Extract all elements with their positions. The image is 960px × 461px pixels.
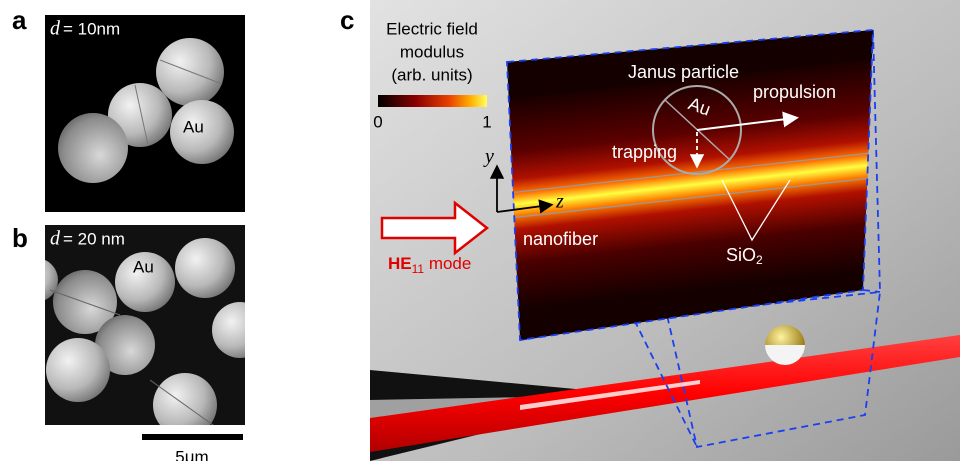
panel-label: c: [340, 5, 354, 35]
d-symbol: d: [50, 18, 61, 40]
figure: a d = 10nm Au b d = 20 nm Au 5μm c: [0, 0, 960, 461]
shape: [212, 302, 268, 358]
shape: 2: [756, 253, 763, 267]
shape: [175, 238, 235, 298]
d-value: = 20 nm: [63, 229, 125, 248]
d-value: = 10nm: [63, 19, 120, 38]
shape: [14, 258, 58, 302]
colorbar-title: (arb. units): [391, 65, 472, 84]
mode-label: HE11 mode: [388, 254, 471, 276]
y-axis-label: y: [483, 146, 494, 168]
z-axis-label: z: [555, 191, 564, 213]
au-label: Au: [183, 117, 204, 136]
janus-label: Janus particle: [628, 62, 739, 82]
au-label: Au: [133, 257, 154, 276]
scale-bar: [142, 434, 243, 440]
colorbar-min: 0: [373, 112, 382, 131]
colorbar-title: Electric field: [386, 19, 478, 38]
shape: 11: [412, 262, 425, 276]
sem-image-a: [45, 15, 245, 212]
trapping-label: trapping: [612, 142, 677, 162]
shape: [46, 338, 110, 402]
panel-label: a: [12, 5, 27, 35]
nanofiber-label: nanofiber: [523, 229, 598, 249]
colorbar-title: modulus: [400, 42, 464, 61]
propulsion-label: propulsion: [753, 82, 836, 102]
janus-particle-3d: [765, 325, 805, 365]
shape: SiO: [726, 245, 756, 265]
d-symbol: d: [50, 228, 61, 250]
colorbar-max: 1: [482, 112, 491, 131]
panel-label: b: [12, 223, 28, 253]
scale-bar-label: 5μm: [175, 447, 208, 461]
colorbar: [378, 95, 487, 107]
shape: HE: [388, 254, 412, 273]
shape: mode: [424, 254, 471, 273]
shape: [58, 113, 128, 183]
